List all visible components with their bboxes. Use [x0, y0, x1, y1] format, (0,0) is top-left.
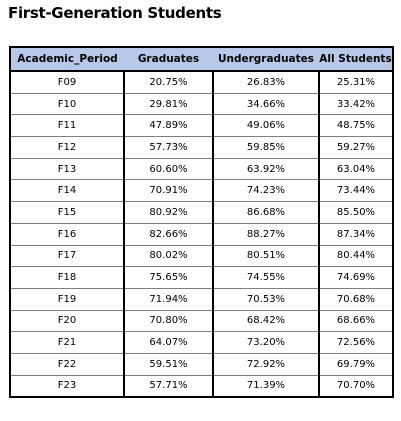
- cell-graduates: 57.71%: [123, 374, 214, 398]
- cell-graduates: 70.91%: [123, 179, 214, 203]
- page-title: First-Generation Students: [8, 4, 222, 22]
- cell-undergraduates: 74.23%: [212, 179, 320, 203]
- cell-graduates: 20.75%: [123, 70, 214, 94]
- cell-undergraduates: 71.39%: [212, 374, 320, 398]
- table-row: F11 47.89% 49.06% 48.75%: [9, 114, 394, 138]
- table-body: F09 20.75% 26.83% 25.31% F10 29.81% 34.66% 33.4…: [9, 70, 394, 398]
- cell-graduates: 29.81%: [123, 92, 214, 116]
- cell-academic-period: F18: [9, 266, 125, 289]
- cell-graduates: 80.02%: [123, 244, 214, 268]
- cell-undergraduates: 26.83%: [212, 70, 320, 94]
- column-header-all-students: All Students: [319, 47, 393, 72]
- cell-graduates: 75.65%: [123, 266, 214, 289]
- cell-all-students: 87.34%: [318, 222, 394, 246]
- table-row: F12 57.73% 59.85% 59.27%: [9, 136, 394, 159]
- cell-academic-period: F11: [9, 114, 125, 138]
- cell-all-students: 25.31%: [318, 70, 394, 94]
- cell-undergraduates: 49.06%: [212, 114, 320, 138]
- cell-undergraduates: 86.68%: [212, 201, 320, 224]
- cell-academic-period: F10: [9, 92, 125, 116]
- cell-graduates: 47.89%: [123, 114, 214, 138]
- cell-graduates: 60.60%: [123, 157, 214, 181]
- cell-all-students: 59.27%: [318, 136, 394, 159]
- table-row: F20 70.80% 68.42% 68.66%: [9, 309, 394, 333]
- cell-graduates: 70.80%: [123, 309, 214, 333]
- cell-academic-period: F20: [9, 309, 125, 333]
- cell-academic-period: F09: [9, 70, 125, 94]
- cell-undergraduates: 59.85%: [212, 136, 320, 159]
- table-row: F14 70.91% 74.23% 73.44%: [9, 179, 394, 203]
- cell-academic-period: F13: [9, 157, 125, 181]
- cell-undergraduates: 73.20%: [212, 331, 320, 354]
- first-generation-table: Academic_Period Graduates Undergraduates…: [9, 46, 394, 399]
- table-row: F21 64.07% 73.20% 72.56%: [9, 331, 394, 354]
- table-row: F18 75.65% 74.55% 74.69%: [9, 266, 394, 289]
- cell-academic-period: F16: [9, 222, 125, 246]
- table-row: F17 80.02% 80.51% 80.44%: [9, 244, 394, 268]
- cell-academic-period: F22: [9, 352, 125, 376]
- cell-graduates: 59.51%: [123, 352, 214, 376]
- cell-undergraduates: 80.51%: [212, 244, 320, 268]
- table-row: F23 57.71% 71.39% 70.70%: [9, 374, 394, 398]
- cell-all-students: 85.50%: [318, 201, 394, 224]
- cell-undergraduates: 74.55%: [212, 266, 320, 289]
- cell-all-students: 72.56%: [318, 331, 394, 354]
- cell-all-students: 74.69%: [318, 266, 394, 289]
- cell-undergraduates: 70.53%: [212, 287, 320, 311]
- cell-graduates: 71.94%: [123, 287, 214, 311]
- cell-all-students: 68.66%: [318, 309, 394, 333]
- column-header-undergraduates: Undergraduates: [213, 47, 319, 72]
- cell-all-students: 69.79%: [318, 352, 394, 376]
- table-header-row: Academic_Period Graduates Undergraduates…: [10, 47, 393, 72]
- cell-undergraduates: 63.92%: [212, 157, 320, 181]
- cell-all-students: 73.44%: [318, 179, 394, 203]
- cell-academic-period: F17: [9, 244, 125, 268]
- cell-academic-period: F21: [9, 331, 125, 354]
- cell-academic-period: F19: [9, 287, 125, 311]
- cell-undergraduates: 68.42%: [212, 309, 320, 333]
- table-row: F16 82.66% 88.27% 87.34%: [9, 222, 394, 246]
- column-header-graduates: Graduates: [124, 47, 213, 72]
- cell-academic-period: F14: [9, 179, 125, 203]
- cell-all-students: 70.68%: [318, 287, 394, 311]
- table-row: F22 59.51% 72.92% 69.79%: [9, 352, 394, 376]
- cell-undergraduates: 34.66%: [212, 92, 320, 116]
- cell-graduates: 80.92%: [123, 201, 214, 224]
- table-row: F19 71.94% 70.53% 70.68%: [9, 287, 394, 311]
- cell-undergraduates: 72.92%: [212, 352, 320, 376]
- cell-graduates: 57.73%: [123, 136, 214, 159]
- cell-all-students: 63.04%: [318, 157, 394, 181]
- cell-all-students: 33.42%: [318, 92, 394, 116]
- cell-all-students: 80.44%: [318, 244, 394, 268]
- table-row: F15 80.92% 86.68% 85.50%: [9, 201, 394, 224]
- cell-academic-period: F23: [9, 374, 125, 398]
- cell-academic-period: F12: [9, 136, 125, 159]
- column-header-academic-period: Academic_Period: [10, 47, 124, 72]
- table-row: F09 20.75% 26.83% 25.31%: [9, 70, 394, 94]
- cell-academic-period: F15: [9, 201, 125, 224]
- cell-all-students: 48.75%: [318, 114, 394, 138]
- cell-graduates: 82.66%: [123, 222, 214, 246]
- cell-undergraduates: 88.27%: [212, 222, 320, 246]
- cell-graduates: 64.07%: [123, 331, 214, 354]
- table-row: F13 60.60% 63.92% 63.04%: [9, 157, 394, 181]
- cell-all-students: 70.70%: [318, 374, 394, 398]
- table-row: F10 29.81% 34.66% 33.42%: [9, 92, 394, 116]
